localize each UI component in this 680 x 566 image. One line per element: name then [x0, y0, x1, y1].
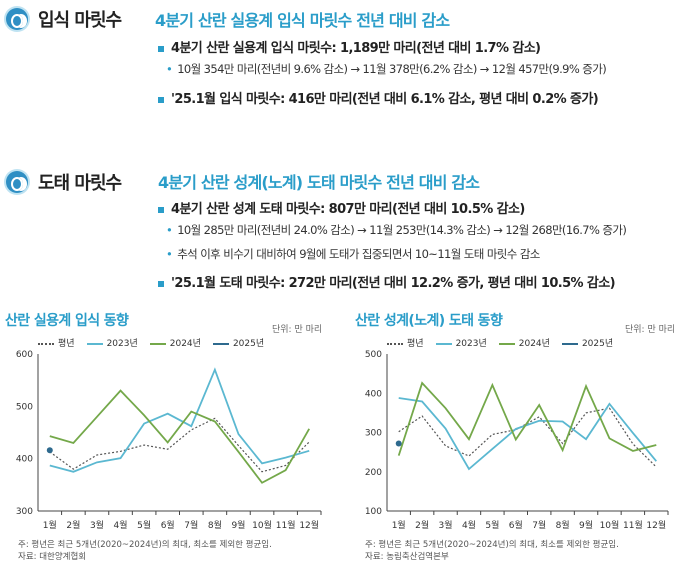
x-tick-label: 1월 [43, 519, 57, 531]
sub-bullet: 추석 이후 비수기 대비하여 9월에 도태가 집중되면서 10~11월 도태 마… [166, 246, 540, 262]
legend-2023: 2023년 [435, 336, 487, 349]
x-tick-label: 9월 [231, 519, 245, 531]
x-tick-label: 11월 [623, 519, 643, 531]
series-2024 [49, 389, 310, 484]
x-tick-label: 5월 [137, 519, 151, 531]
y-tick-label: 400 [365, 389, 382, 399]
y-tick-label: 500 [16, 402, 33, 412]
legend-2024: 2024년 [149, 336, 201, 349]
legend-avg: 평년 [38, 336, 75, 349]
legend-avg: 평년 [387, 336, 424, 349]
headline: 4분기 산란 성계(노계) 도태 마릿수 전년 대비 감소 [158, 173, 480, 192]
x-tick-label: 8월 [208, 519, 222, 531]
chart-title: 산란 실용계 입식 동향 [5, 313, 129, 329]
series-2023 [398, 397, 657, 471]
x-tick-label: 1월 [392, 519, 406, 531]
chart-note: 주: 평년은 최근 5개년(2020~2024년)의 최대, 최소를 제외한 평… [18, 540, 272, 550]
plot: 100 200 300 400 500 1월 2월 3월 4월 5월 6월 7월 8월 9월 10월 11월 1… [365, 350, 669, 531]
x-tick-label: 6월 [161, 519, 175, 531]
legend-2025: 2025년 [561, 336, 613, 349]
chart-source: 자료: 농림축산검역본부 [365, 552, 449, 562]
legend: 평년 2023년 2024년 2025년 [38, 336, 264, 349]
y-tick-label: 300 [16, 507, 33, 517]
y-tick-label: 300 [365, 429, 382, 439]
y-tick-label: 100 [365, 507, 382, 517]
y-tick-label: 400 [16, 455, 33, 465]
chart-title: 산란 성계(노계) 도태 동향 [355, 313, 503, 329]
headline: 4분기 산란 실용계 입식 마릿수 전년 대비 감소 [155, 11, 450, 30]
x-tick-label: 4월 [462, 519, 476, 531]
x-tick-label: 8월 [556, 519, 570, 531]
y-tick-label: 200 [365, 468, 382, 478]
sub-bullet: 10월 285만 마리(전년비 24.0% 감소) → 11월 253만(14.… [166, 222, 627, 238]
section-title: 도태 마릿수 [38, 173, 122, 194]
legend-2024: 2024년 [498, 336, 550, 349]
plot: 300 400 500 600 1월 2월 3월 4월 5월 6월 7월 8월 9월 10월 11월 12월 [16, 350, 322, 531]
x-tick-label: 2월 [415, 519, 429, 531]
chart-unit: 단위: 만 마리 [625, 325, 676, 335]
section-icon [6, 8, 28, 30]
chart-intake: 산란 실용계 입식 동향 단위: 만 마리 평년 2023년 2024년 202… [0, 305, 340, 566]
legend: 평년 2023년 2024년 2025년 [387, 336, 613, 349]
series-avg [49, 417, 310, 473]
y-tick-label: 600 [16, 350, 33, 360]
x-tick-label: 5월 [485, 519, 499, 531]
series-2025-point [395, 440, 402, 447]
x-tick-label: 10월 [252, 519, 272, 531]
series-2024 [397, 381, 657, 456]
x-tick-label: 10월 [600, 519, 620, 531]
section-icon [6, 171, 28, 193]
x-tick-label: 3월 [90, 519, 104, 531]
series-avg [398, 407, 657, 468]
x-tick-label: 4월 [114, 519, 128, 531]
x-tick-label: 2월 [66, 519, 80, 531]
x-tick-label: 3월 [439, 519, 453, 531]
bullet: 4분기 산란 성계 도태 마릿수: 807만 마리(전년 대비 10.5% 감소… [158, 198, 525, 217]
chart-note: 주: 평년은 최근 5개년(2020~2024년)의 최대, 최소를 제외한 평… [365, 540, 619, 550]
sub-bullet: 10월 354만 마리(전년비 9.6% 감소) → 11월 378만(6.2%… [166, 61, 607, 77]
bullet: '25.1월 도태 마릿수: 272만 마리(전년 대비 12.2% 증가, 평… [158, 272, 616, 291]
x-tick-label: 12월 [646, 519, 666, 531]
bullet: 4분기 산란 실용계 입식 마릿수: 1,189만 마리(전년 대비 1.7% … [158, 37, 541, 56]
x-tick-label: 6월 [509, 519, 523, 531]
section-title: 입식 마릿수 [38, 10, 122, 31]
chart-unit: 단위: 만 마리 [272, 325, 323, 335]
x-tick-label: 12월 [299, 519, 319, 531]
chart-source: 자료: 대한양계협회 [18, 552, 87, 562]
y-tick-label: 500 [365, 350, 382, 360]
chart-culling: 산란 성계(노계) 도태 동향 단위: 만 마리 평년 2023년 2024년 … [340, 305, 680, 566]
legend-2025: 2025년 [212, 336, 264, 349]
legend-2023: 2023년 [86, 336, 138, 349]
x-tick-label: 7월 [184, 519, 198, 531]
x-tick-label: 7월 [532, 519, 546, 531]
series-2025-point [46, 447, 53, 454]
series-2023 [49, 367, 310, 473]
bullet: '25.1월 입식 마릿수: 416만 마리(전년 대비 6.1% 감소, 평년… [158, 88, 599, 107]
x-tick-label: 9월 [579, 519, 593, 531]
x-tick-label: 11월 [276, 519, 296, 531]
